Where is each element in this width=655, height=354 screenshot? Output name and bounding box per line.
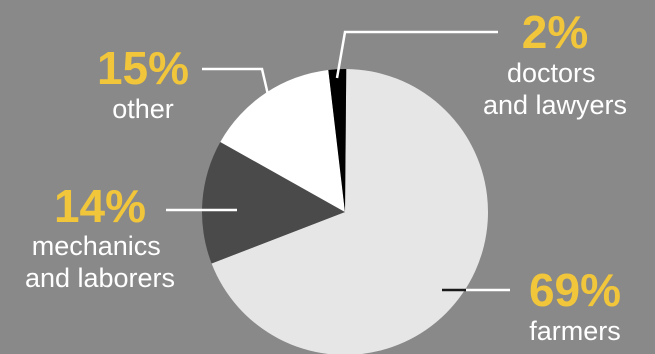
slice-label-farmers-line-1: farmers bbox=[529, 316, 621, 346]
slice-percent-farmers: 69% bbox=[529, 264, 621, 316]
leader-line-doctors bbox=[335, 30, 498, 79]
slice-label-doctors-line-2: and lawyers bbox=[483, 90, 627, 120]
pie-slice-other bbox=[220, 69, 345, 213]
slice-percent-mechanics: 14% bbox=[54, 180, 146, 232]
pie-slice-mechanics bbox=[202, 142, 345, 264]
leader-line-other bbox=[202, 67, 274, 113]
pie-slice-farmers bbox=[211, 69, 488, 354]
slice-label-doctors: doctors and lawyers bbox=[483, 58, 627, 120]
slice-label-other-line-1: other bbox=[112, 94, 174, 124]
pie-slices bbox=[202, 69, 488, 354]
slice-label-other: other bbox=[112, 94, 174, 124]
slice-percent-other: 15% bbox=[97, 42, 189, 94]
slice-label-mechanics-line-1: mechanics bbox=[32, 231, 161, 261]
pie-slice-doctors bbox=[328, 69, 347, 213]
slice-label-mechanics-line-2: and laborers bbox=[25, 263, 175, 293]
slice-label-farmers: farmers bbox=[529, 316, 621, 346]
slice-percent-doctors: 2% bbox=[522, 6, 588, 58]
slice-label-mechanics: mechanics and laborers bbox=[25, 231, 175, 293]
slice-label-doctors-line-1: doctors bbox=[507, 58, 596, 88]
